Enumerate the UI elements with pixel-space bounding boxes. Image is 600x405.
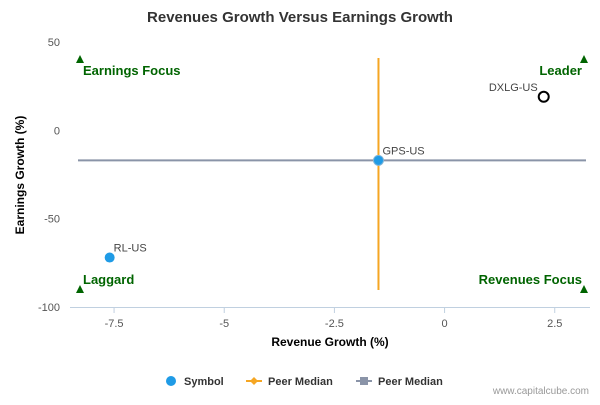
y-tick-label: 0 xyxy=(54,125,60,137)
data-point xyxy=(104,252,115,263)
x-axis-label: Revenue Growth (%) xyxy=(271,335,388,349)
legend-square-marker xyxy=(360,377,368,385)
chart-title: Revenues Growth Versus Earnings Growth xyxy=(147,9,453,26)
quadrant-marker-icon xyxy=(580,285,588,293)
credit-text: www.capitalcube.com xyxy=(492,386,589,397)
data-points: RL-US GPS-US DXLG-US xyxy=(104,82,550,263)
y-axis-label: Earnings Growth (%) xyxy=(13,116,27,235)
y-tick-label: -100 xyxy=(38,302,60,314)
data-point xyxy=(372,154,384,166)
legend-label: Symbol xyxy=(184,376,224,388)
quadrant-label-top-left: Earnings Focus xyxy=(83,63,181,78)
data-point-label: RL-US xyxy=(114,243,147,255)
quadrant-labels: Earnings Focus Leader Laggard Revenues Focu… xyxy=(76,55,588,293)
x-tick-label: -5 xyxy=(219,318,229,330)
legend: Symbol Peer Median Peer Median xyxy=(166,376,443,388)
quadrant-marker-icon xyxy=(76,285,84,293)
x-tick-label: -7.5 xyxy=(105,318,124,330)
data-point xyxy=(537,90,550,103)
quadrant-label-bottom-left: Laggard xyxy=(83,272,134,287)
axes: -7.5 -5 -2.5 0 2.5 50 0 -50 -100 xyxy=(38,37,590,330)
data-point-label: GPS-US xyxy=(382,145,424,157)
legend-symbol-marker xyxy=(166,376,176,386)
legend-diamond-marker xyxy=(250,377,258,385)
quadrant-marker-icon xyxy=(580,55,588,63)
data-point-label: DXLG-US xyxy=(489,82,538,94)
y-tick-label: 50 xyxy=(48,37,60,49)
x-tick-label: 2.5 xyxy=(547,318,562,330)
x-tick-label: -2.5 xyxy=(325,318,344,330)
y-tick-label: -50 xyxy=(44,214,60,226)
x-tick-label: 0 xyxy=(442,318,448,330)
quadrant-marker-icon xyxy=(76,55,84,63)
legend-label: Peer Median xyxy=(378,376,443,388)
legend-item[interactable]: Peer Median xyxy=(356,376,443,388)
legend-label: Peer Median xyxy=(268,376,333,388)
quadrant-label-top-right: Leader xyxy=(539,63,582,78)
legend-item[interactable]: Symbol xyxy=(166,376,224,388)
peer-median-lines xyxy=(78,58,586,290)
legend-item[interactable]: Peer Median xyxy=(246,376,333,388)
quadrant-label-bottom-right: Revenues Focus xyxy=(479,272,582,287)
